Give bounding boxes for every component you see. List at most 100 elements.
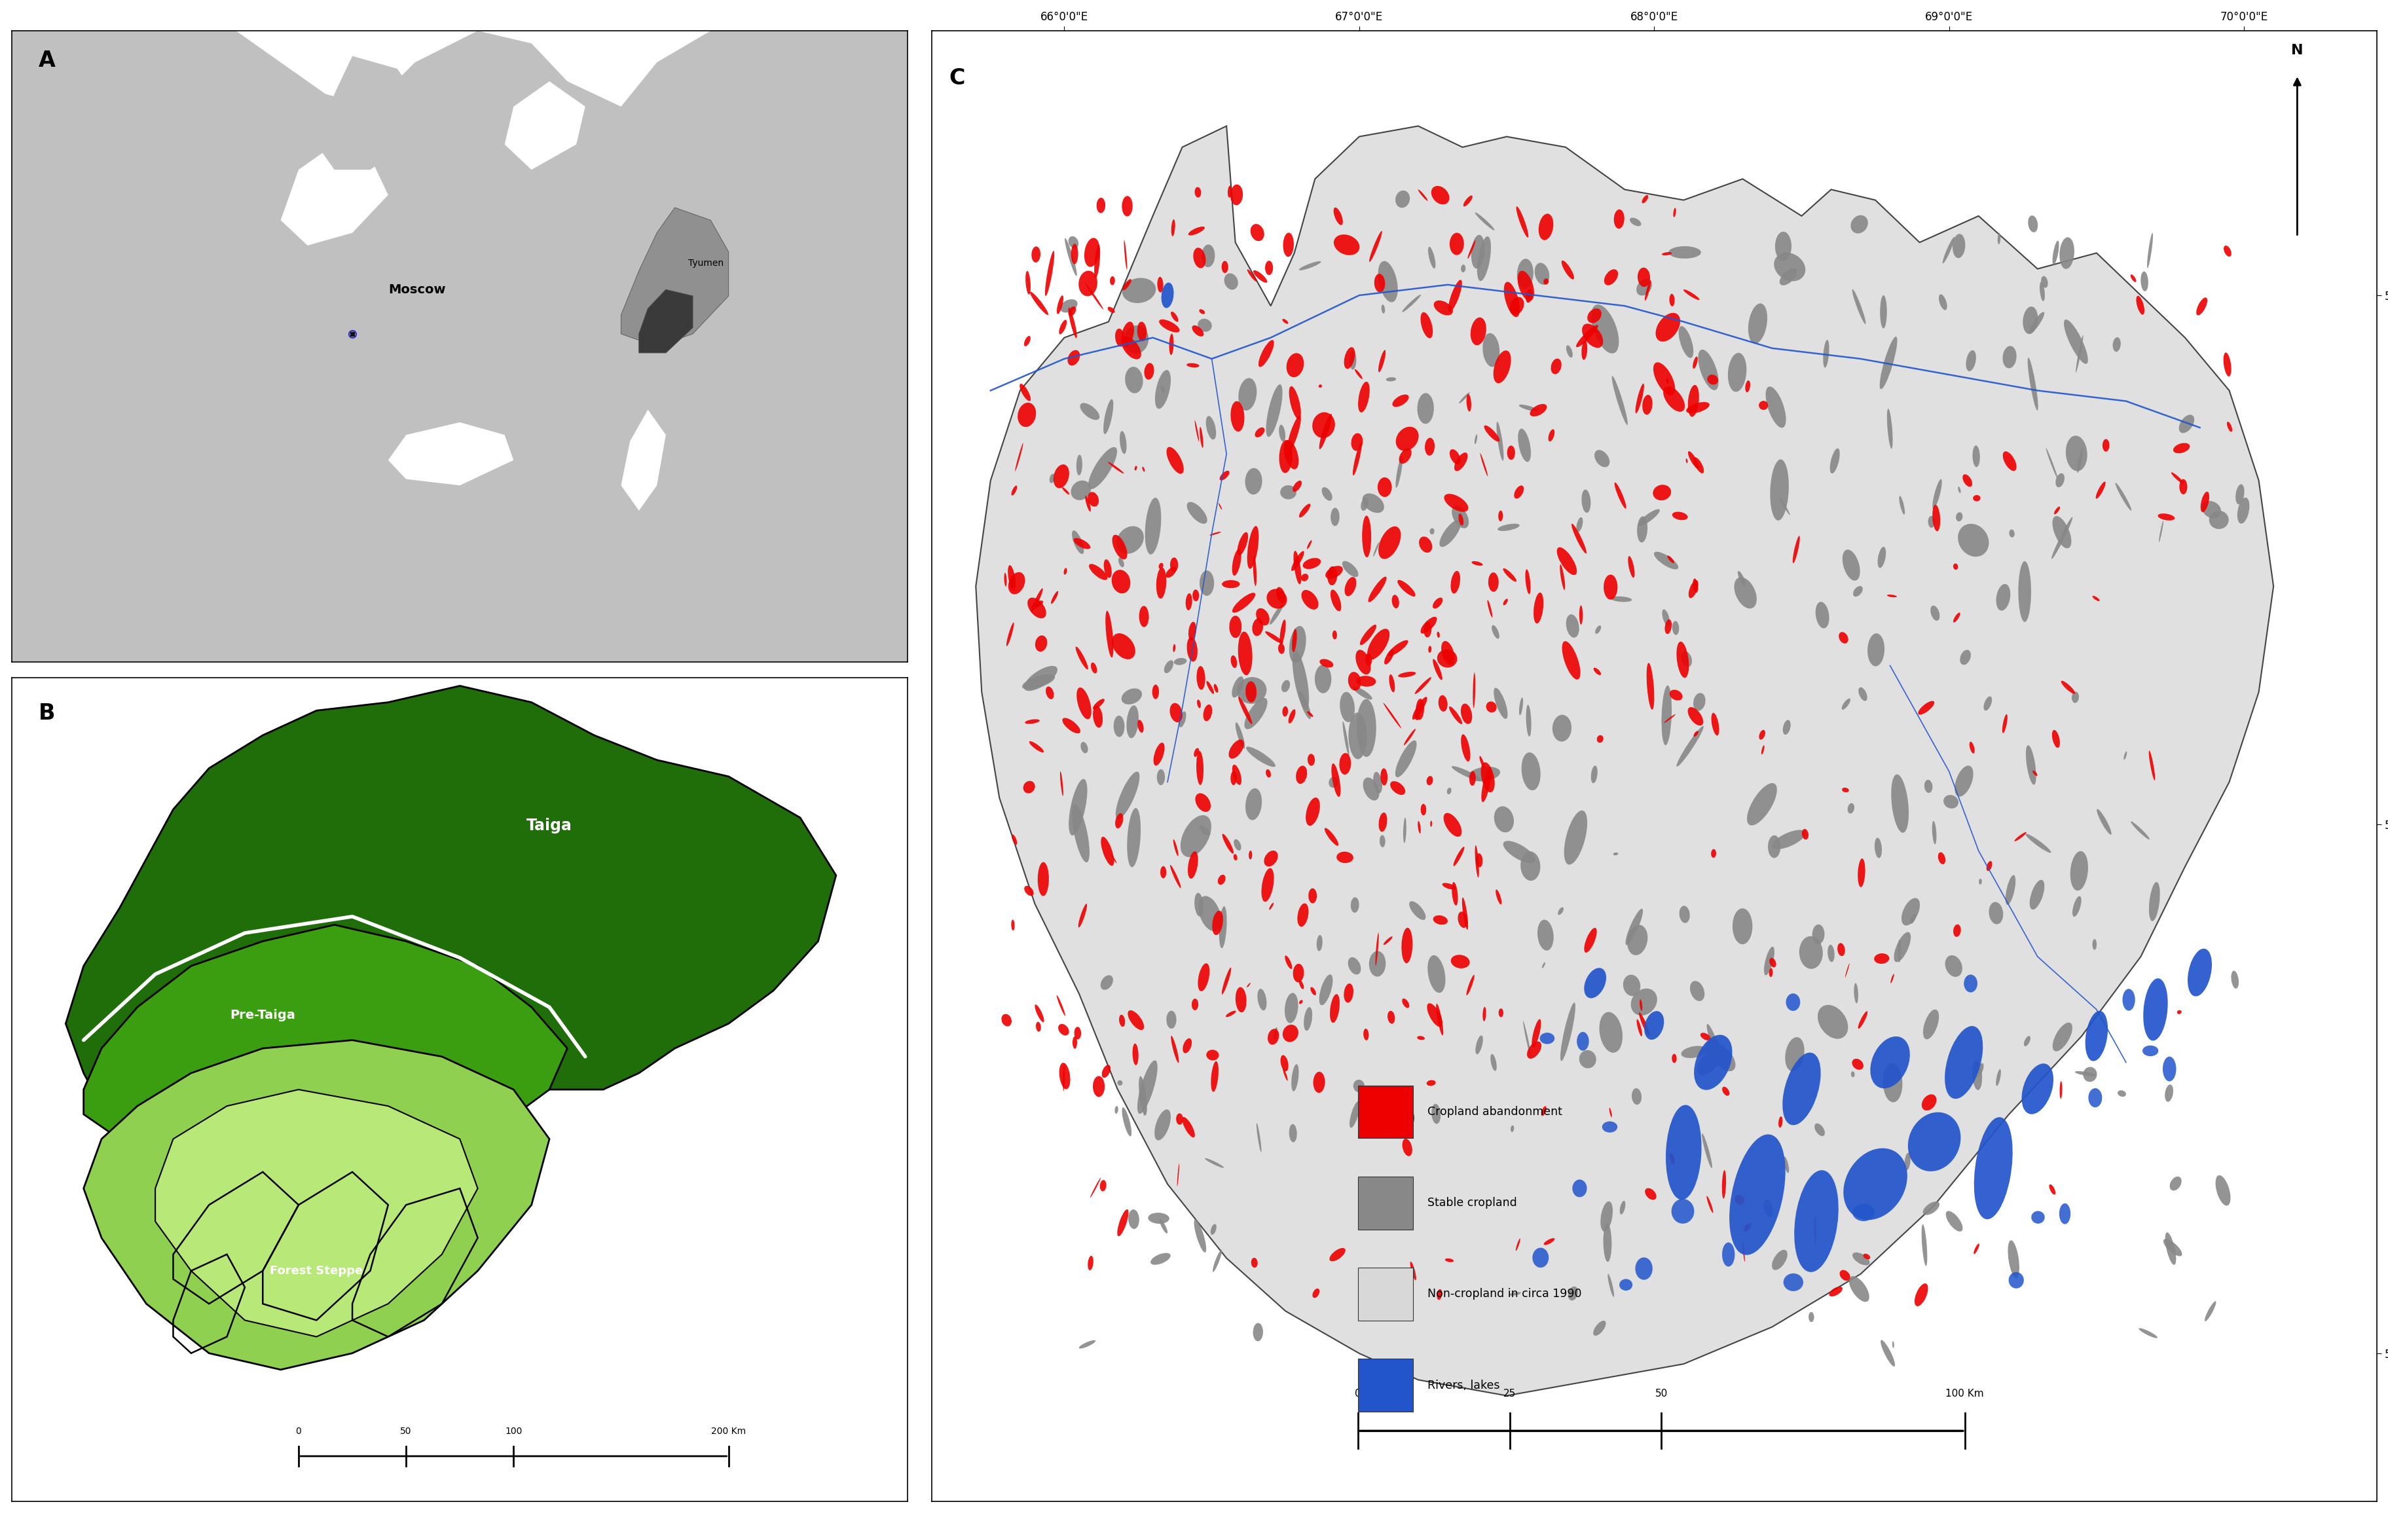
Ellipse shape	[1251, 1258, 1258, 1267]
Ellipse shape	[1748, 303, 1767, 343]
Ellipse shape	[1760, 745, 1765, 755]
Ellipse shape	[1247, 270, 1256, 282]
Ellipse shape	[1170, 311, 1177, 322]
Ellipse shape	[1638, 999, 1643, 1010]
Ellipse shape	[1375, 933, 1378, 966]
Ellipse shape	[2006, 875, 2015, 906]
Ellipse shape	[1438, 631, 1440, 638]
Ellipse shape	[1459, 514, 1464, 525]
Ellipse shape	[2027, 357, 2037, 411]
Ellipse shape	[1161, 387, 1165, 393]
Ellipse shape	[2235, 484, 2245, 504]
Ellipse shape	[1390, 781, 1404, 795]
Ellipse shape	[1502, 568, 1516, 582]
Ellipse shape	[1433, 659, 1442, 681]
Ellipse shape	[1414, 678, 1430, 695]
Ellipse shape	[1490, 1053, 1497, 1070]
Ellipse shape	[1036, 862, 1048, 896]
Ellipse shape	[1270, 604, 1282, 625]
Ellipse shape	[1698, 350, 1717, 390]
Ellipse shape	[1593, 1321, 1605, 1335]
Ellipse shape	[1693, 732, 1698, 736]
Ellipse shape	[1139, 1076, 1146, 1115]
Ellipse shape	[1793, 1170, 1839, 1272]
Ellipse shape	[1841, 787, 1848, 793]
Ellipse shape	[1414, 711, 1418, 721]
Ellipse shape	[1125, 325, 1149, 354]
Ellipse shape	[1879, 296, 1887, 328]
Ellipse shape	[1815, 602, 1829, 628]
Ellipse shape	[1015, 444, 1022, 471]
Ellipse shape	[2123, 752, 2125, 759]
Ellipse shape	[1445, 494, 1469, 511]
Ellipse shape	[1492, 688, 1507, 719]
Ellipse shape	[1115, 527, 1144, 554]
Ellipse shape	[1576, 1032, 1588, 1050]
Ellipse shape	[1521, 852, 1540, 881]
Text: 200 Km: 200 Km	[712, 1426, 745, 1435]
Ellipse shape	[1478, 756, 1485, 768]
Ellipse shape	[1383, 702, 1402, 728]
Ellipse shape	[1731, 909, 1753, 944]
Ellipse shape	[1024, 271, 1029, 294]
Ellipse shape	[2073, 896, 2080, 916]
Ellipse shape	[1937, 852, 1944, 864]
Ellipse shape	[1418, 536, 1433, 553]
Ellipse shape	[1199, 896, 1220, 932]
Ellipse shape	[2147, 233, 2152, 268]
Ellipse shape	[2058, 237, 2073, 270]
Ellipse shape	[1192, 998, 1199, 1010]
Ellipse shape	[1469, 767, 1500, 781]
Ellipse shape	[1084, 237, 1098, 266]
Ellipse shape	[1781, 719, 1791, 735]
Ellipse shape	[2094, 482, 2104, 499]
Ellipse shape	[1485, 701, 1497, 713]
Ellipse shape	[1313, 1072, 1325, 1093]
Ellipse shape	[1125, 367, 1141, 393]
Ellipse shape	[2087, 1089, 2101, 1107]
Ellipse shape	[1378, 260, 1397, 302]
Ellipse shape	[1084, 283, 1103, 310]
Ellipse shape	[1024, 665, 1058, 691]
Ellipse shape	[1445, 1258, 1454, 1263]
Ellipse shape	[1944, 1026, 1982, 1098]
Ellipse shape	[1024, 885, 1034, 896]
Ellipse shape	[1244, 788, 1261, 821]
Ellipse shape	[1194, 248, 1206, 268]
Ellipse shape	[1693, 693, 1705, 711]
Ellipse shape	[1089, 1178, 1101, 1198]
FancyBboxPatch shape	[1356, 1358, 1411, 1412]
Ellipse shape	[1256, 608, 1268, 625]
Ellipse shape	[1887, 594, 1896, 598]
Ellipse shape	[1120, 431, 1127, 454]
Ellipse shape	[1526, 570, 1531, 594]
Ellipse shape	[1581, 323, 1602, 348]
Ellipse shape	[1402, 294, 1421, 313]
Ellipse shape	[1218, 504, 1223, 510]
Ellipse shape	[1120, 336, 1141, 359]
Ellipse shape	[1784, 1274, 1803, 1291]
Ellipse shape	[1342, 721, 1349, 756]
Ellipse shape	[2027, 216, 2037, 233]
Ellipse shape	[2230, 970, 2238, 989]
Ellipse shape	[1158, 319, 1180, 333]
Ellipse shape	[1378, 813, 1387, 832]
Ellipse shape	[1194, 420, 1199, 442]
Ellipse shape	[2001, 715, 2006, 733]
Ellipse shape	[1669, 1153, 1674, 1164]
Ellipse shape	[1409, 901, 1426, 919]
Ellipse shape	[1567, 345, 1571, 357]
Ellipse shape	[1223, 581, 1239, 588]
Ellipse shape	[1313, 665, 1330, 693]
Ellipse shape	[1194, 1220, 1206, 1252]
Ellipse shape	[2164, 1084, 2173, 1101]
Ellipse shape	[1328, 567, 1337, 585]
Ellipse shape	[2116, 484, 2130, 511]
Ellipse shape	[1812, 924, 1824, 944]
Ellipse shape	[1173, 644, 1175, 651]
Ellipse shape	[1543, 1238, 1555, 1244]
Ellipse shape	[1380, 835, 1385, 847]
Ellipse shape	[1399, 448, 1411, 464]
Ellipse shape	[1710, 713, 1719, 736]
Ellipse shape	[2061, 681, 2075, 695]
